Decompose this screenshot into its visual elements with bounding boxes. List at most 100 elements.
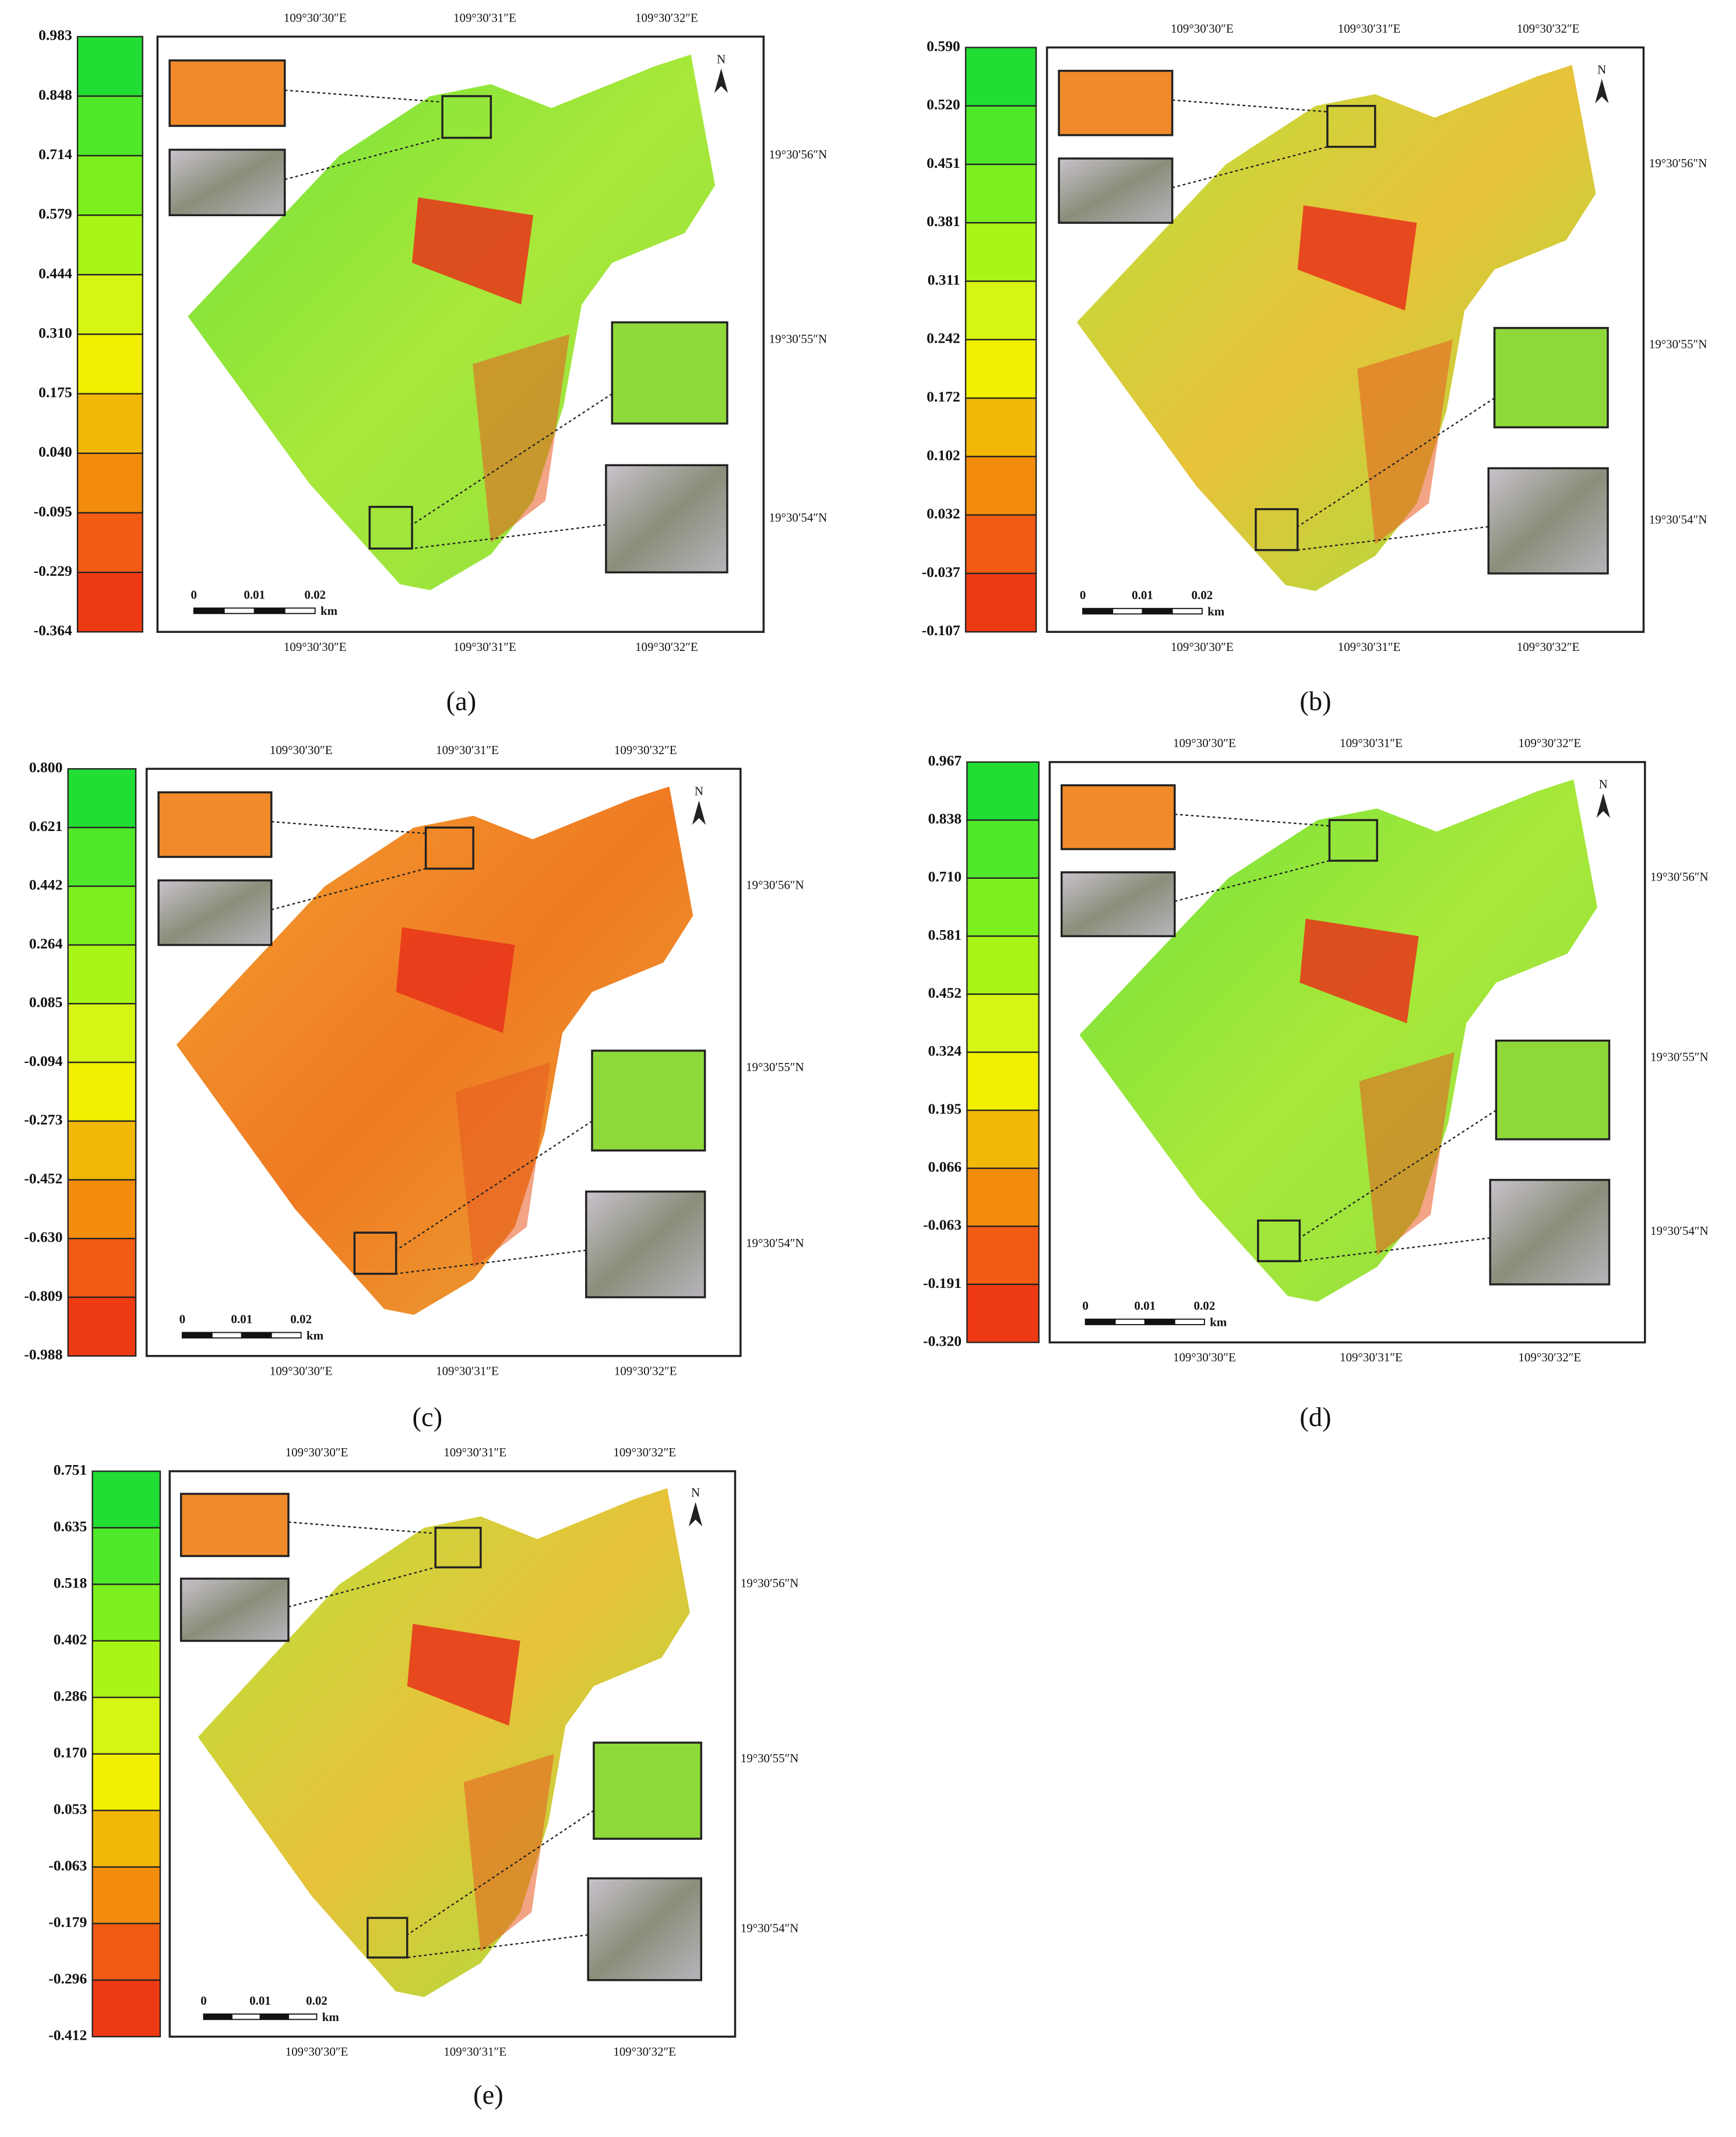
scale-bar [203,2013,233,2020]
legend-label: -0.191 [923,1275,962,1291]
longitude-label: 109°30′32″E [613,2045,676,2059]
orchard-field [1357,339,1453,544]
legend-swatch [91,1527,161,1585]
longitude-label: 109°30′31″E [1338,640,1401,654]
legend-label: -0.320 [923,1332,962,1349]
legend-swatch [966,1110,1040,1169]
legend-label: 0.451 [927,154,960,171]
panel-caption: (e) [473,2080,503,2110]
inset-index [157,791,273,858]
zoom-box [1255,508,1299,551]
legend-swatch [964,456,1037,516]
scale-bar [1144,1318,1175,1325]
scale-bar [270,1332,302,1339]
longitude-label: 109°30′31″E [443,2045,506,2059]
legend-label: 0.710 [928,868,962,885]
longitude-label: 109°30′30″E [284,640,347,654]
legend-swatch [966,1226,1040,1286]
longitude-label: 109°30′32″E [614,1364,677,1378]
legend-swatch [76,95,143,157]
legend-swatch [67,768,137,829]
inset-index [593,1741,703,1840]
legend-swatch [964,163,1037,224]
zoom-box [1257,1219,1301,1262]
legend-swatch [91,1866,161,1924]
latitude-label: 19°30′55″N [1649,337,1707,351]
panel: 0.590 0.520 0.451 0.381 0.311 0.242 0.172 0.102… [922,22,1707,716]
scale-bar [1082,608,1114,615]
inset-index [168,59,286,127]
legend-swatch [91,1923,161,1981]
panel-caption: (d) [1300,1403,1331,1432]
zoom-box [368,506,413,550]
legend-swatch [76,333,143,395]
north-label: N [695,784,703,798]
north-arrow [714,68,728,93]
longitude-label: 109°30′31″E [443,1445,506,1459]
study-area [1079,779,1598,1302]
inset-index [611,321,728,425]
scale-label: 0.02 [1194,1299,1216,1313]
legend-swatch [67,1179,137,1240]
legend-swatch [76,36,143,97]
longitude-label: 109°30′32″E [1517,22,1580,36]
legend-label: -0.364 [34,622,72,639]
longitude-label: 109°30′31″E [1340,736,1403,750]
legend-swatch [76,154,143,216]
legend-swatch [67,826,137,887]
scale-label: 0.01 [249,1994,271,2008]
legend-swatch [67,1120,137,1181]
scale-label: 0 [179,1312,185,1326]
legend-swatch [964,514,1037,575]
legend-label: 0.452 [928,984,962,1001]
inset-photo [605,464,728,573]
leader-line [271,821,426,835]
legend-label: 0.381 [927,213,960,230]
scale-bar [1114,1318,1146,1325]
red-field [1297,205,1417,311]
legend-swatch [67,1296,137,1357]
legend-label: 0.172 [927,388,960,405]
legend-swatch [91,1640,161,1698]
zoom-box [434,1526,482,1569]
legend-label: 0.983 [38,27,72,44]
zoom-box [1328,819,1378,862]
latitude-label: 19°30′54″N [741,1921,799,1935]
zoom-box [424,826,474,870]
panel: 0.800 0.621 0.442 0.264 0.085 -0.094 -0.273 -0.… [24,743,804,1432]
legend-label: 0.175 [38,384,72,401]
north-arrow [688,1502,703,1527]
zoom-box [353,1231,397,1275]
legend-swatch [964,397,1037,457]
north-label: N [1599,777,1608,791]
scale-bar [223,607,255,614]
leader-line [1174,814,1330,827]
zoom-box [441,95,492,139]
north-label: N [691,1485,700,1499]
scale-label: 0 [191,587,196,601]
legend-swatch [91,1696,161,1755]
north-arrow [1595,79,1609,104]
legend-swatch [966,761,1040,821]
scale-bar [1142,608,1173,615]
inset-index [1058,69,1174,136]
legend-label: 0.310 [38,324,72,341]
legend-label: -0.809 [24,1287,62,1304]
study-area [176,786,693,1315]
legend-swatch [964,339,1037,399]
scale-bar [1084,1318,1116,1325]
legend-label: 0.324 [928,1042,962,1059]
longitude-label: 109°30′31″E [453,10,516,24]
legend-label: -0.037 [922,564,960,580]
scale-bar [284,607,316,614]
legend-label: 0.800 [29,759,63,776]
legend-swatch [91,1470,161,1529]
legend-label: 0.714 [38,146,72,163]
legend-swatch [91,1583,161,1642]
leader-line [284,89,443,103]
longitude-label: 109°30′32″E [635,10,698,24]
longitude-label: 109°30′32″E [635,640,698,654]
inset-photo [157,879,273,946]
